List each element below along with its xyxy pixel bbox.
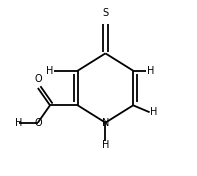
Text: H: H (15, 118, 22, 128)
Text: H: H (102, 140, 109, 150)
Text: O: O (34, 74, 42, 84)
Text: O: O (34, 118, 42, 128)
Text: H: H (46, 66, 54, 76)
Text: N: N (102, 118, 109, 128)
Text: S: S (102, 8, 109, 18)
Text: H: H (147, 66, 154, 76)
Text: H: H (150, 107, 158, 117)
